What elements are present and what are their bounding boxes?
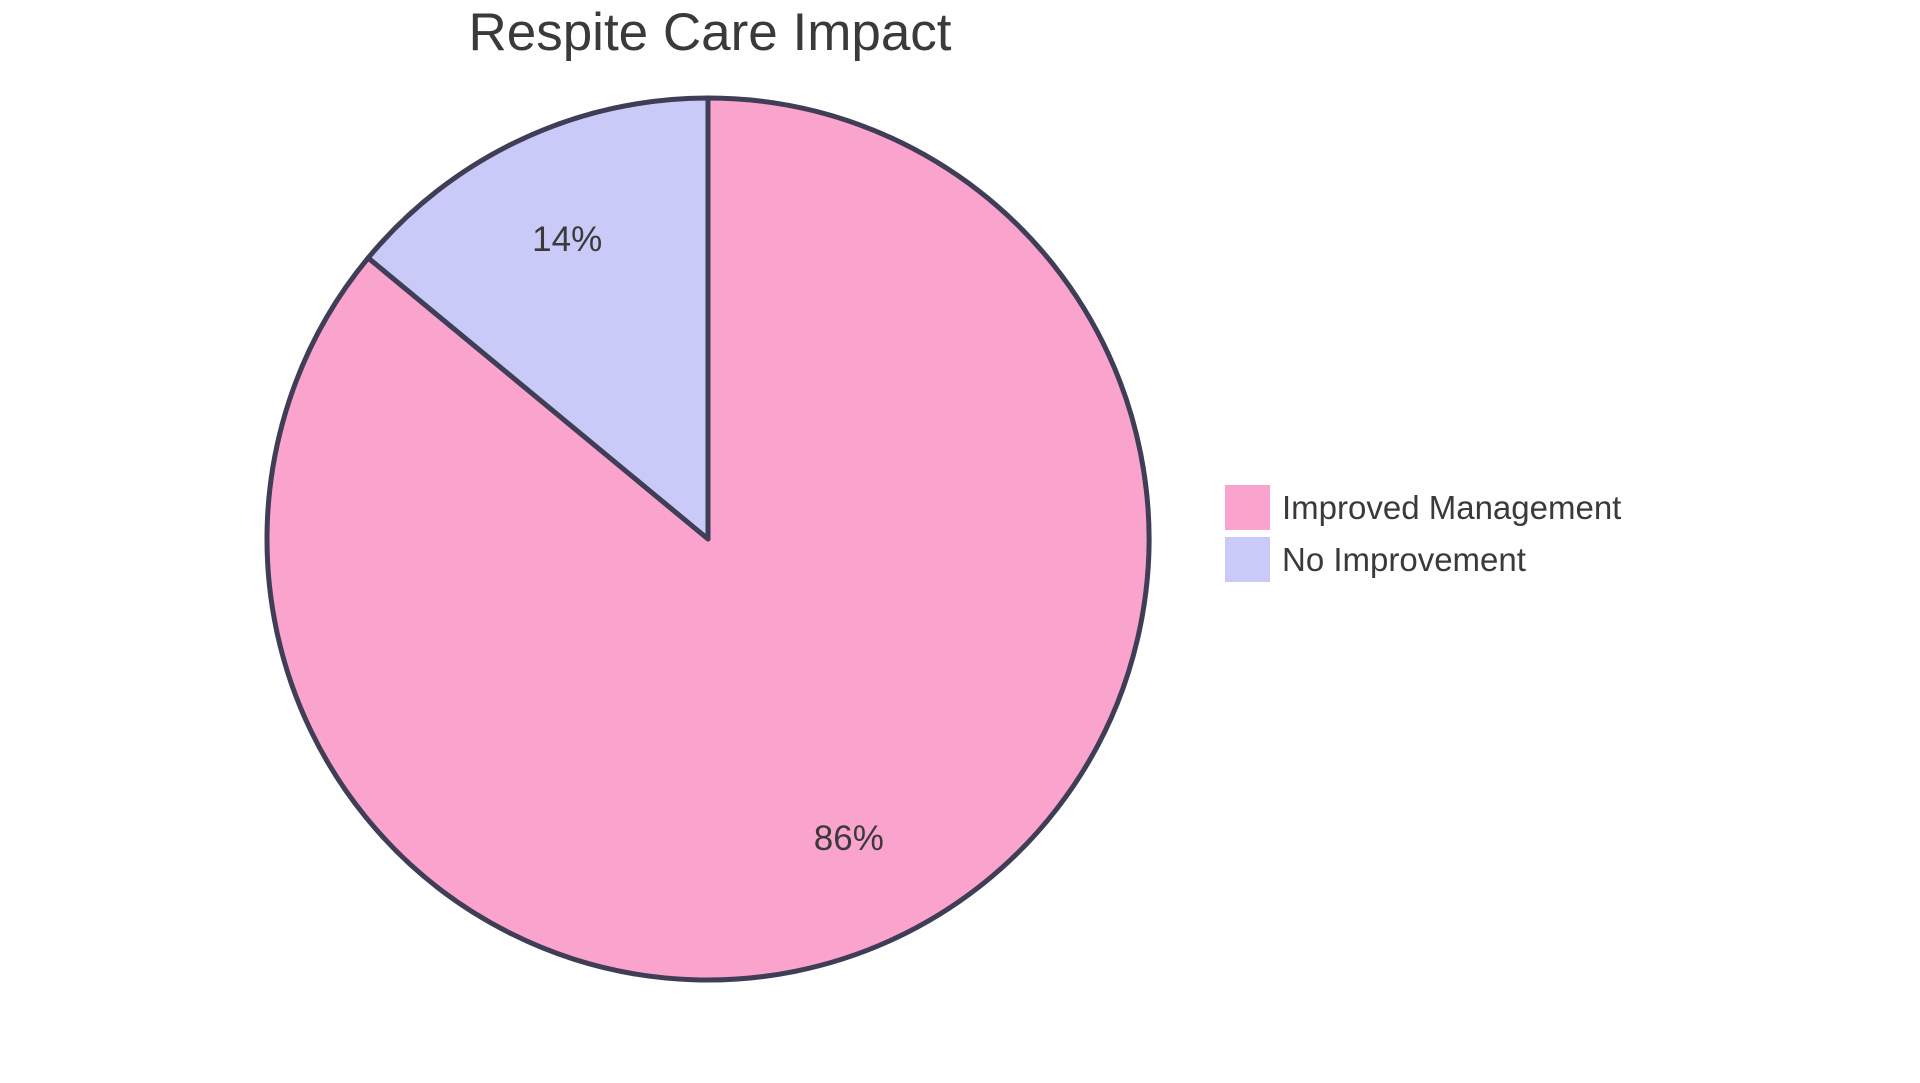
legend-label-no-improvement: No Improvement [1282, 540, 1526, 578]
slice-percent-label-improved-management: 86% [814, 819, 884, 858]
legend-item-improved-management: Improved Management [1225, 485, 1621, 530]
legend-label-improved-management: Improved Management [1282, 488, 1622, 526]
legend-swatch-no-improvement [1225, 537, 1270, 582]
slice-percent-label-no-improvement: 14% [532, 220, 602, 259]
chart-title: Respite Care Impact [468, 3, 952, 62]
legend: Improved Management No Improvement [1225, 485, 1621, 582]
legend-item-no-improvement: No Improvement [1225, 537, 1621, 582]
legend-swatch-improved-management [1225, 485, 1270, 530]
pie-slice-no-improvement [365, 95, 711, 542]
